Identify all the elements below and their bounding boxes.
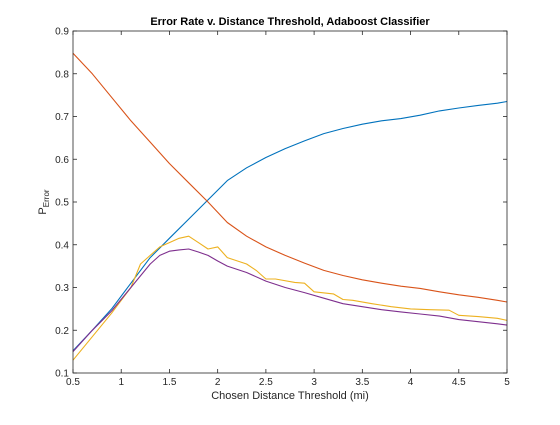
y-tick-label: 0.7 [55,112,69,123]
y-axis-ticks: 0.1 0.2 0.3 0.4 0.5 0.6 0.7 0.8 0.9 [55,27,507,380]
x-tick-label: 1.5 [162,377,176,388]
y-tick-label: 0.2 [55,326,69,337]
y-tick-label: 0.8 [55,69,69,80]
y-tick-label: 0.3 [55,283,69,294]
series-line-1 [72,100,508,352]
y-tick-label: 0.5 [55,198,69,209]
x-tick-label: 2 [215,377,221,388]
y-tick-label: 0.4 [55,240,69,251]
series-layer [72,52,508,361]
chart-title: Error Rate v. Distance Threshold, Adaboo… [150,16,430,28]
y-tick-label: 0.1 [55,369,69,380]
x-tick-label: 4.5 [452,377,466,388]
y-tick-label: 0.6 [55,155,69,166]
x-tick-label: 1 [118,377,124,388]
y-tick-label: 0.9 [55,27,69,38]
x-tick-label: 3.5 [355,377,369,388]
x-tick-label: 0.5 [66,377,80,388]
y-axis-label-main: P [37,207,49,214]
x-tick-label: 3 [311,377,317,388]
series-line-4 [72,248,508,352]
series-line-2 [72,52,508,303]
x-axis-ticks: 0.5 1 1.5 2 2.5 3 3.5 4 4.5 5 [66,31,510,388]
x-tick-label: 5 [504,377,510,388]
y-axis-label: PError [37,189,51,214]
y-axis-label-subscript: Error [42,189,51,207]
x-tick-label: 4 [408,377,414,388]
series-line-3 [72,235,508,361]
x-axis-label: Chosen Distance Threshold (mi) [211,390,369,402]
x-tick-label: 2.5 [259,377,273,388]
